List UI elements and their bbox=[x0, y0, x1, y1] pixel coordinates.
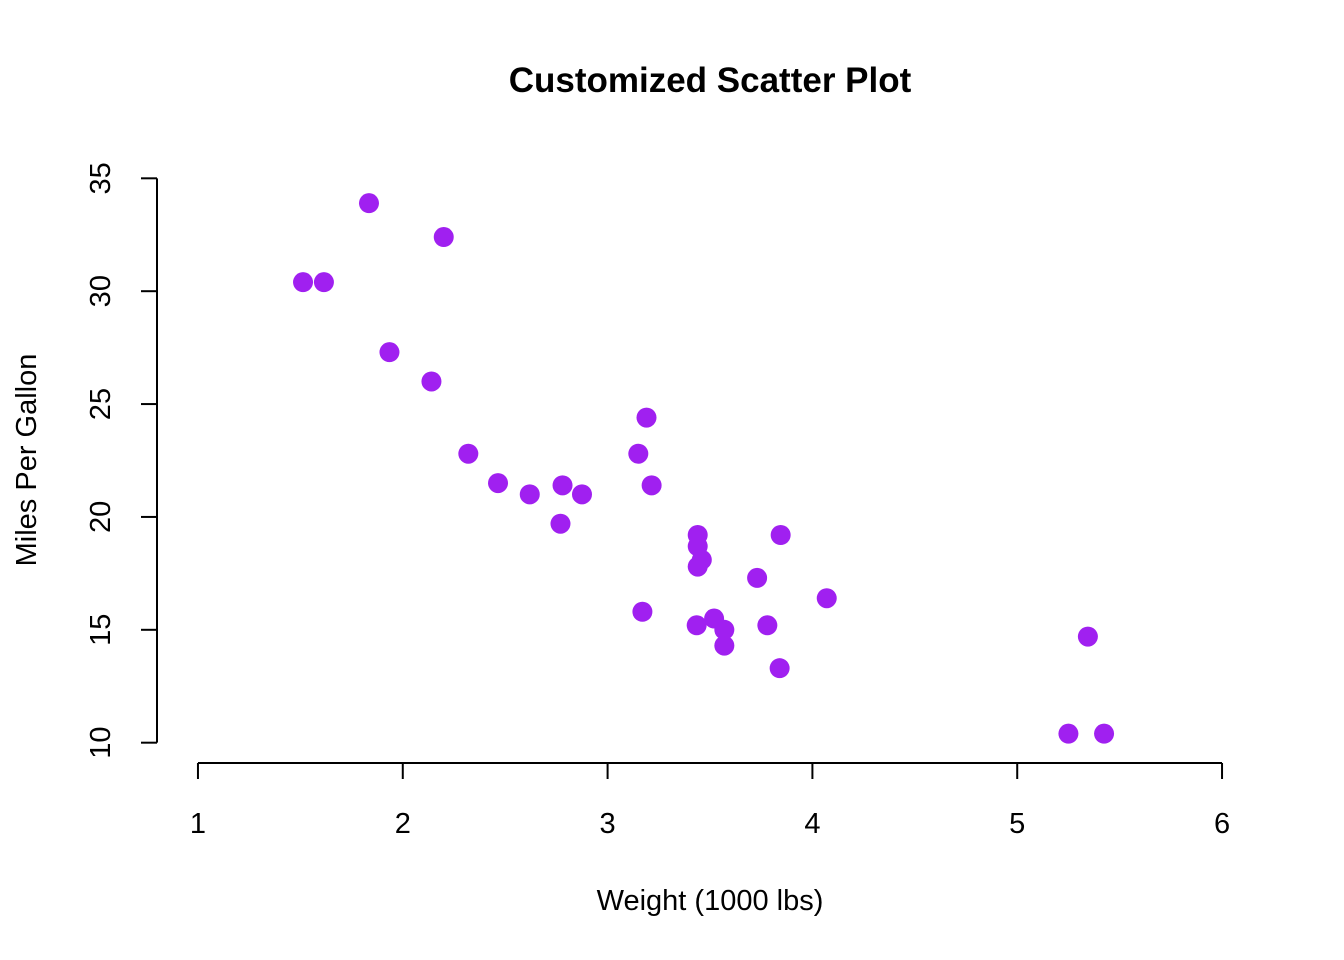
y-axis-label: Miles Per Gallon bbox=[11, 354, 43, 567]
y-tick-label: 30 bbox=[85, 275, 117, 307]
data-point bbox=[1077, 626, 1098, 647]
x-axis-label: Weight (1000 lbs) bbox=[597, 885, 824, 917]
data-point bbox=[488, 473, 509, 494]
data-point bbox=[293, 272, 314, 293]
data-point bbox=[687, 556, 708, 577]
data-point bbox=[769, 658, 790, 679]
data-point bbox=[714, 619, 735, 640]
data-point bbox=[641, 475, 662, 496]
data-point bbox=[550, 513, 571, 534]
data-point bbox=[628, 443, 649, 464]
y-axis-ticks: 10 15 20 25 30 35 bbox=[85, 162, 157, 759]
data-point bbox=[757, 615, 778, 636]
y-tick-label: 15 bbox=[85, 614, 117, 646]
y-tick-label: 20 bbox=[85, 501, 117, 533]
data-point bbox=[358, 193, 379, 214]
data-point bbox=[686, 615, 707, 636]
y-tick-label: 35 bbox=[85, 162, 117, 194]
data-point bbox=[636, 407, 657, 428]
x-tick-label: 6 bbox=[1214, 808, 1230, 840]
x-tick-label: 2 bbox=[395, 808, 411, 840]
y-tick-label: 10 bbox=[85, 727, 117, 759]
x-tick-label: 4 bbox=[804, 808, 820, 840]
data-point bbox=[1094, 723, 1115, 744]
x-tick-label: 5 bbox=[1009, 808, 1025, 840]
y-tick-label: 25 bbox=[85, 388, 117, 420]
data-point bbox=[421, 371, 442, 392]
data-point bbox=[687, 524, 708, 545]
data-point bbox=[747, 567, 768, 588]
data-point bbox=[552, 475, 573, 496]
chart-title: Customized Scatter Plot bbox=[509, 61, 912, 100]
x-tick-label: 1 bbox=[190, 808, 206, 840]
data-point bbox=[519, 484, 540, 505]
data-points bbox=[293, 193, 1115, 744]
data-point bbox=[433, 227, 454, 248]
data-point bbox=[458, 443, 479, 464]
data-point bbox=[770, 524, 791, 545]
x-tick-label: 3 bbox=[600, 808, 616, 840]
data-point bbox=[1058, 723, 1079, 744]
data-point bbox=[313, 272, 334, 293]
data-point bbox=[632, 601, 653, 622]
data-point bbox=[714, 635, 735, 656]
data-point bbox=[571, 484, 592, 505]
data-point bbox=[379, 342, 400, 363]
data-point bbox=[816, 588, 837, 609]
x-axis-ticks: 1 2 3 4 5 6 bbox=[190, 763, 1230, 840]
